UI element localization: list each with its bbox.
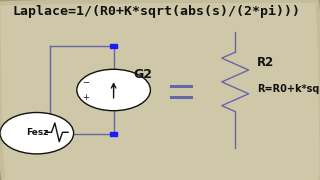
Circle shape <box>77 69 150 111</box>
Circle shape <box>0 112 74 154</box>
FancyBboxPatch shape <box>110 132 117 136</box>
FancyBboxPatch shape <box>110 44 117 48</box>
Text: R=R0+k*sqrt(f): R=R0+k*sqrt(f) <box>257 84 320 94</box>
Text: +: + <box>82 93 89 102</box>
Text: G2: G2 <box>134 68 153 81</box>
Text: Laplace=1/(R0+K*sqrt(abs(s)/(2*pi))): Laplace=1/(R0+K*sqrt(abs(s)/(2*pi))) <box>13 5 301 19</box>
Text: −: − <box>82 78 89 87</box>
Text: R2: R2 <box>257 56 274 69</box>
Text: Fesz: Fesz <box>26 128 48 137</box>
